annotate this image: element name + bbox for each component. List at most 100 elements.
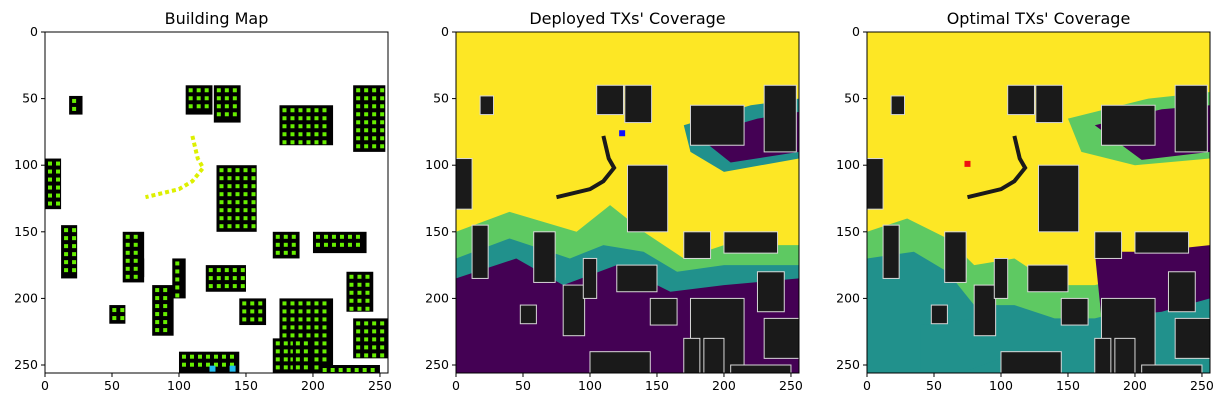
sample-point	[48, 193, 52, 198]
sample-point	[330, 368, 335, 373]
sample-point	[364, 345, 369, 350]
sample-point	[356, 96, 361, 101]
y-tick-label: 100	[836, 157, 860, 172]
sample-point	[125, 258, 130, 263]
building	[730, 364, 792, 373]
sample-point	[298, 317, 303, 322]
sample-point	[56, 185, 60, 190]
sample-point	[275, 349, 280, 354]
sample-point	[364, 353, 369, 358]
sample-point	[364, 112, 369, 117]
sample-point	[133, 242, 138, 247]
building	[582, 257, 598, 299]
sample-point	[189, 362, 194, 367]
sample-point	[322, 132, 327, 137]
sample-point	[56, 161, 60, 166]
sample-point	[349, 282, 354, 287]
sample-point	[282, 140, 287, 145]
sample-point	[224, 276, 229, 281]
sample-point	[364, 88, 369, 93]
sample-point	[275, 234, 280, 239]
sample-point	[364, 128, 369, 133]
sample-point	[232, 104, 237, 109]
sample-point	[303, 341, 308, 346]
y-tick-label: 0	[30, 24, 38, 39]
sample-point	[306, 124, 311, 129]
sample-point	[372, 104, 377, 109]
sample-point	[314, 365, 319, 370]
sample-point	[232, 96, 237, 101]
sample-point	[290, 333, 295, 338]
sample-point	[331, 234, 336, 239]
sample-point	[235, 224, 240, 229]
y-tick-label: 50	[433, 91, 449, 106]
sample-point	[227, 200, 232, 205]
sample-point	[163, 320, 168, 325]
sample-point	[295, 357, 300, 362]
building	[1100, 104, 1156, 146]
building	[1060, 297, 1089, 326]
sample-point	[339, 242, 344, 247]
x-tick-label: 50	[926, 378, 942, 393]
y-tick-label: 250	[836, 357, 860, 372]
sample-point	[298, 132, 303, 137]
sample-point	[380, 321, 385, 326]
sample-point	[48, 161, 52, 166]
sample-point	[282, 309, 287, 314]
sample-point	[303, 349, 308, 354]
sample-point	[322, 317, 327, 322]
sample-point	[208, 268, 213, 273]
sample-point	[227, 168, 232, 173]
panel-optimal-coverage: Optimal TXs' Coverage 0 50 100 150 200 250050…	[836, 9, 1214, 393]
sample-point	[282, 108, 287, 113]
building	[69, 95, 83, 115]
sample-point	[72, 268, 77, 273]
sample-point	[250, 301, 255, 306]
sample-point	[133, 258, 138, 263]
sample-point	[242, 309, 247, 314]
sample-point	[224, 96, 229, 101]
sample-point	[251, 168, 256, 173]
sample-point	[224, 88, 229, 93]
sample-point	[372, 136, 377, 141]
building	[1167, 271, 1196, 313]
sample-point	[283, 365, 288, 370]
sample-point	[275, 357, 280, 362]
building	[683, 231, 712, 259]
sample-point	[235, 208, 240, 213]
building	[1007, 84, 1035, 116]
sample-point	[227, 224, 232, 229]
sample-point	[291, 242, 296, 247]
x-tick-label: 250	[779, 378, 803, 393]
sample-point	[298, 301, 303, 306]
sample-point	[322, 301, 327, 306]
sample-point	[221, 362, 226, 367]
sample-point	[314, 116, 319, 121]
sample-point	[357, 274, 362, 279]
sample-point	[290, 349, 295, 354]
sample-point	[290, 124, 295, 129]
sample-point	[197, 354, 202, 359]
sample-point	[275, 250, 280, 255]
sample-point	[349, 298, 354, 303]
sample-point	[295, 349, 300, 354]
sample-point	[364, 104, 369, 109]
sample-point	[64, 268, 69, 273]
building	[624, 84, 653, 124]
sample-point	[188, 88, 193, 93]
sample-point	[64, 228, 69, 233]
sample-point	[250, 317, 255, 322]
sample-point	[370, 368, 375, 373]
building	[216, 165, 257, 232]
building	[589, 351, 651, 373]
building	[723, 231, 779, 254]
x-tick-label: 50	[515, 378, 531, 393]
sample-point	[380, 112, 385, 117]
transmitter-marker	[619, 130, 626, 137]
sample-point	[243, 224, 248, 229]
sample-point	[298, 116, 303, 121]
x-tick-label: 150	[1056, 378, 1080, 393]
